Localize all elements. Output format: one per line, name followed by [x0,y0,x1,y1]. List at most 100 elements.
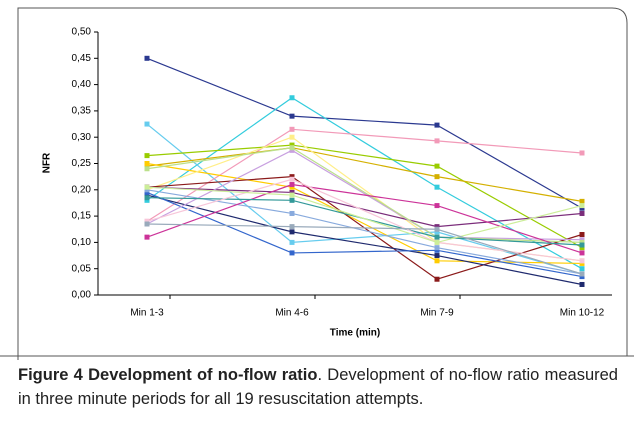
point-marker [579,258,585,264]
chart: NFR Time (min) 0,00 0,05 0,10 0,15 0,20 0,25 0… [0,7,634,360]
point-marker [579,210,585,216]
point-marker [289,224,295,230]
point-marker [579,274,585,280]
point-marker [289,197,295,203]
y-axis-title: NFR [42,152,53,173]
point-marker [434,276,440,282]
point-marker [289,229,295,235]
point-marker [144,192,150,198]
point-marker [289,145,295,151]
point-marker [289,113,295,119]
series-line [146,186,583,244]
series-line [146,223,583,275]
point-marker [144,121,150,127]
y-tick-label: 0,25 [72,158,92,169]
point-marker [579,237,585,243]
point-marker [434,203,440,209]
y-tick-label: 0,35 [72,106,92,117]
point-marker [144,189,150,195]
point-marker [579,250,585,256]
series-line [146,162,583,265]
x-tick-label: Min 7-9 [420,308,454,319]
point-marker [144,161,150,166]
point-marker [434,122,440,128]
point-marker [579,242,585,248]
series-line [146,147,583,243]
y-tick-label: 0,40 [72,79,92,90]
point-marker [144,197,150,203]
series-line [146,194,583,286]
point-marker [144,153,150,159]
point-marker [579,260,585,266]
point-marker [289,189,295,195]
point-marker [434,247,440,253]
point-marker [289,126,295,132]
x-axis-title: Time (min) [330,328,380,339]
point-marker [579,150,585,156]
series-line [146,144,583,249]
y-tick-label: 0,30 [72,132,92,143]
point-marker [289,174,295,180]
series-line [146,97,583,270]
point-marker [434,163,440,169]
series-line [146,197,583,246]
point-marker [289,182,295,188]
point-marker [579,245,585,251]
point-marker [289,184,295,190]
point-marker [579,205,585,211]
y-tick-label: 0,10 [72,237,92,248]
x-tick-label: Min 4-6 [275,308,309,319]
point-marker [144,166,150,172]
point-marker [434,234,440,240]
point-marker [434,258,440,264]
point-marker [144,55,150,61]
point-marker [144,195,150,201]
point-marker [144,184,150,190]
y-tick-label: 0,00 [72,290,92,301]
series-line [146,189,583,275]
series-line [146,123,583,275]
point-marker [289,134,295,140]
point-marker [144,218,150,224]
point-marker [289,142,295,148]
point-marker [434,229,440,235]
point-marker [289,210,295,216]
caption: Figure 4 Development of no-flow ratio. D… [18,364,618,411]
y-tick-label: 0,20 [72,184,92,195]
y-tick-label: 0,50 [72,27,92,38]
series-line [146,149,583,241]
y-tick-label: 0,05 [72,263,92,274]
series-line [146,57,583,209]
point-marker [579,203,585,209]
point-marker [289,95,295,101]
caption-label: Figure 4 Development of no-flow ratio [18,366,318,384]
caption-text: . Development of no-flow ratio measured … [18,366,618,408]
point-marker [434,253,440,259]
point-marker [289,250,295,256]
point-marker [144,234,150,240]
series-line [146,183,583,254]
x-tick-label: Min 10-12 [560,308,605,319]
point-marker [579,281,585,287]
point-marker [579,232,585,238]
point-marker [289,147,295,153]
point-marker [579,266,585,272]
point-marker [144,221,150,227]
point-marker [579,198,585,204]
point-marker [289,176,295,182]
frame [17,7,628,360]
x-tick-label: Min 1-3 [130,308,164,319]
point-marker [434,245,440,251]
point-marker [434,138,440,144]
point-marker [434,184,440,190]
series-line [146,191,583,278]
point-marker [579,271,585,277]
y-tick-label: 0,45 [72,53,92,64]
point-marker [434,224,440,230]
series-line [146,186,583,228]
point-marker [144,187,150,193]
point-marker [144,163,150,169]
point-marker [434,239,440,245]
point-marker [434,226,440,232]
